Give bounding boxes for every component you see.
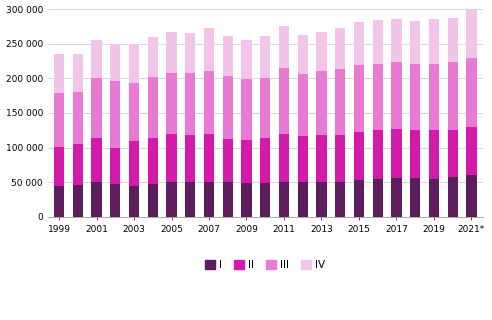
Bar: [372, 130, 383, 179]
Bar: [148, 138, 158, 184]
Bar: [354, 132, 364, 180]
Bar: [185, 33, 195, 73]
Bar: [316, 135, 327, 181]
Bar: [92, 181, 102, 217]
Bar: [391, 129, 401, 178]
Bar: [185, 181, 195, 217]
Bar: [279, 181, 289, 217]
Bar: [429, 130, 439, 179]
Bar: [466, 58, 477, 127]
Bar: [448, 18, 458, 62]
Bar: [129, 186, 139, 217]
Bar: [73, 185, 83, 217]
Bar: [204, 28, 214, 71]
Bar: [166, 73, 177, 134]
Bar: [92, 78, 102, 138]
Bar: [242, 40, 251, 79]
Bar: [354, 21, 364, 65]
Bar: [335, 135, 345, 182]
Bar: [73, 144, 83, 185]
Bar: [335, 182, 345, 217]
Bar: [129, 83, 139, 141]
Bar: [354, 180, 364, 217]
Bar: [316, 181, 327, 217]
Bar: [222, 139, 233, 182]
Bar: [204, 134, 214, 181]
Bar: [448, 130, 458, 177]
Bar: [92, 40, 102, 78]
Bar: [298, 74, 308, 136]
Bar: [316, 32, 327, 71]
Bar: [166, 134, 177, 182]
Bar: [279, 134, 289, 181]
Bar: [129, 44, 139, 83]
Bar: [372, 20, 383, 64]
Bar: [466, 175, 477, 217]
Bar: [335, 28, 345, 69]
Bar: [429, 179, 439, 217]
Bar: [260, 36, 271, 78]
Bar: [429, 64, 439, 130]
Bar: [410, 178, 420, 217]
Bar: [448, 177, 458, 217]
Bar: [148, 37, 158, 77]
Bar: [260, 183, 271, 217]
Bar: [242, 140, 251, 183]
Bar: [148, 77, 158, 138]
Bar: [222, 76, 233, 139]
Bar: [92, 138, 102, 181]
Bar: [335, 69, 345, 135]
Bar: [73, 54, 83, 92]
Bar: [185, 73, 195, 135]
Bar: [260, 78, 271, 138]
Bar: [391, 62, 401, 129]
Bar: [204, 71, 214, 134]
Legend: I, II, III, IV: I, II, III, IV: [201, 256, 329, 274]
Bar: [166, 32, 177, 73]
Bar: [410, 64, 420, 130]
Bar: [54, 187, 64, 217]
Bar: [372, 179, 383, 217]
Bar: [372, 64, 383, 130]
Bar: [222, 182, 233, 217]
Bar: [298, 181, 308, 217]
Bar: [110, 148, 121, 184]
Bar: [298, 136, 308, 181]
Bar: [298, 35, 308, 74]
Bar: [391, 19, 401, 62]
Bar: [110, 44, 121, 81]
Bar: [242, 79, 251, 140]
Bar: [129, 141, 139, 186]
Bar: [448, 62, 458, 130]
Bar: [110, 184, 121, 217]
Bar: [316, 71, 327, 135]
Bar: [54, 147, 64, 187]
Bar: [110, 81, 121, 148]
Bar: [54, 54, 64, 93]
Bar: [391, 178, 401, 217]
Bar: [73, 92, 83, 144]
Bar: [148, 184, 158, 217]
Bar: [466, 11, 477, 58]
Bar: [242, 183, 251, 217]
Bar: [466, 127, 477, 175]
Bar: [410, 21, 420, 64]
Bar: [166, 182, 177, 217]
Bar: [54, 93, 64, 147]
Bar: [185, 135, 195, 181]
Bar: [260, 138, 271, 183]
Bar: [279, 68, 289, 134]
Bar: [354, 65, 364, 132]
Bar: [410, 130, 420, 178]
Bar: [222, 36, 233, 76]
Bar: [204, 181, 214, 217]
Bar: [279, 26, 289, 68]
Bar: [429, 20, 439, 64]
